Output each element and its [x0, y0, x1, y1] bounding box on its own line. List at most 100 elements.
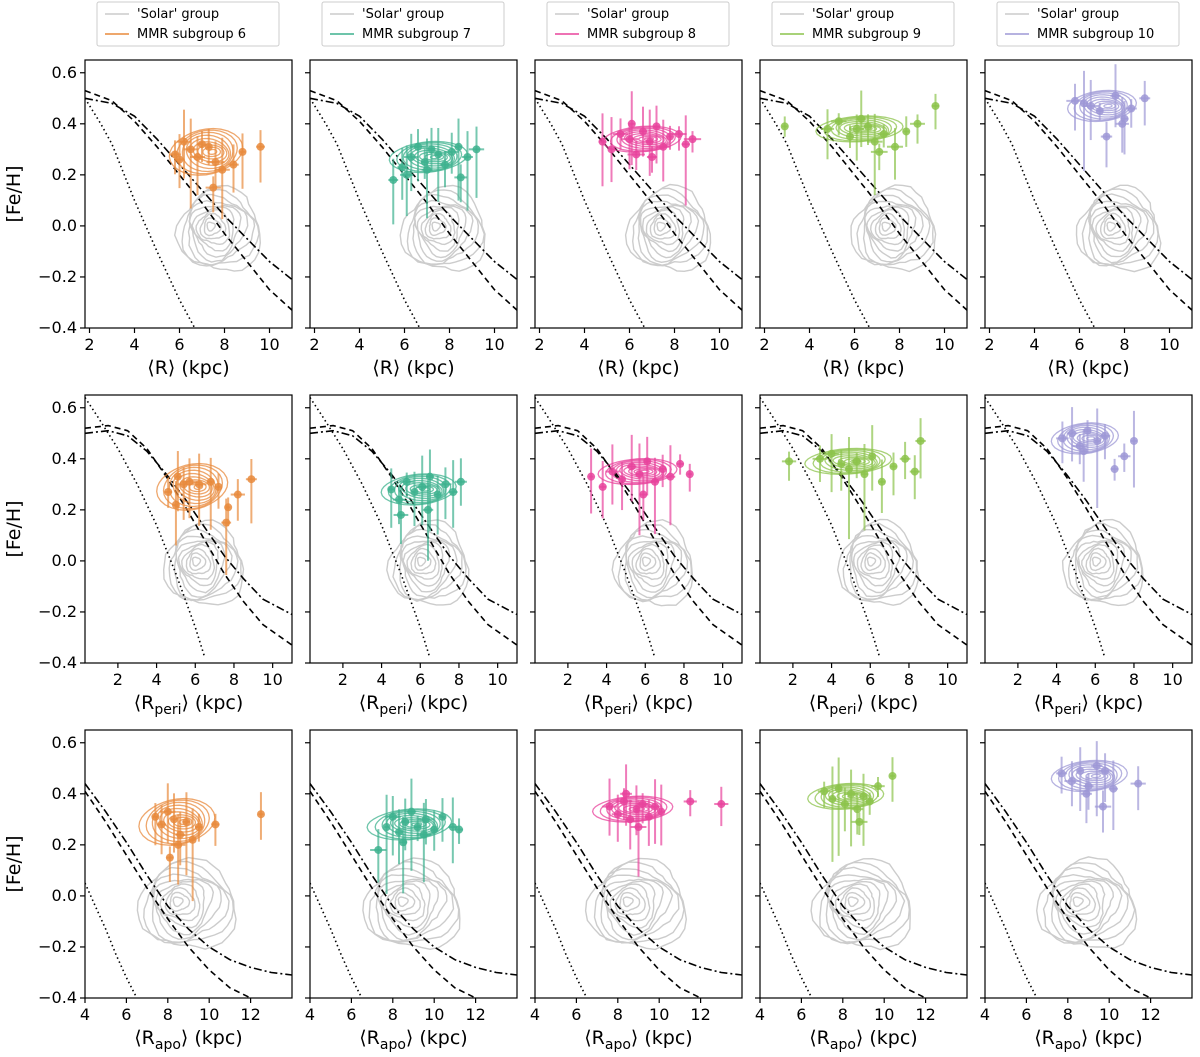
- data-point: [651, 802, 660, 811]
- data-point: [865, 797, 874, 806]
- data-point: [870, 137, 879, 146]
- legend-box-10: 'Solar' group MMR subgroup 10: [996, 1, 1180, 47]
- reference-curve-dash-dot: [760, 429, 967, 616]
- data-point: [1086, 101, 1095, 110]
- reference-curve-dash-dot: [310, 783, 517, 976]
- x-tick-label: 2: [563, 670, 573, 689]
- data-point: [424, 505, 433, 514]
- data-point: [1109, 784, 1118, 793]
- solar-contour: [416, 556, 427, 567]
- data-point: [879, 130, 888, 139]
- data-point: [1057, 769, 1066, 778]
- x-axis-label: ⟨R⟩ (kpc): [597, 357, 679, 379]
- solar-contour: [175, 539, 226, 594]
- data-point: [256, 810, 265, 819]
- x-axis-label: ⟨R⟩ (kpc): [1047, 357, 1129, 379]
- reference-curve-dashed: [535, 424, 742, 646]
- x-tick-label: 2: [759, 335, 769, 354]
- solar-contour: [635, 548, 662, 575]
- solar-contour: [1089, 552, 1107, 572]
- data-point: [185, 477, 194, 486]
- data-point: [844, 465, 853, 474]
- solar-contour: [874, 212, 902, 240]
- data-point: [820, 787, 829, 796]
- solar-contour: [862, 194, 931, 266]
- solar-contour: [1085, 547, 1112, 575]
- x-tick-label: 6: [571, 1005, 581, 1024]
- data-point: [605, 802, 614, 811]
- data-point: [852, 124, 861, 133]
- x-tick-label: 6: [399, 335, 409, 354]
- data-point: [686, 797, 695, 806]
- solar-contour: [593, 861, 685, 944]
- panel-r1-c5: 2 4 6 8 10 ⟨R⟩ (kpc): [980, 59, 1193, 379]
- data-point: [681, 140, 690, 149]
- data-point: [209, 183, 218, 192]
- solar-contour: [397, 896, 409, 908]
- data-point: [1092, 761, 1101, 770]
- legend-frame: [546, 1, 730, 47]
- x-tick-label: 6: [174, 335, 184, 354]
- data-point: [402, 477, 411, 486]
- data-point: [448, 822, 457, 831]
- reference-curve-dashed: [985, 424, 1192, 646]
- data-point: [1101, 766, 1110, 775]
- solar-contour: [1091, 206, 1135, 252]
- subgroup-contour: [827, 788, 871, 805]
- data-point: [864, 122, 872, 131]
- data-point: [860, 470, 869, 479]
- solar-contour: [849, 528, 915, 600]
- x-tick-label: 4: [1029, 335, 1039, 354]
- data-point: [827, 449, 836, 458]
- solar-contour: [842, 522, 918, 601]
- x-tick-label: 6: [849, 335, 859, 354]
- data-point: [171, 500, 180, 509]
- solar-contour: [414, 552, 432, 571]
- data-point: [859, 792, 868, 801]
- y-tick-label: 0.0: [52, 886, 77, 905]
- solar-contour: [173, 528, 239, 602]
- data-point: [666, 472, 675, 481]
- x-tick-label: 8: [613, 1005, 623, 1024]
- data-point: [1098, 802, 1107, 811]
- reference-curve-dotted: [985, 97, 1096, 328]
- reference-curve-dotted: [85, 97, 196, 328]
- solar-contour: [181, 188, 260, 267]
- solar-contour: [1103, 217, 1122, 237]
- data-point: [834, 784, 843, 793]
- data-point: [387, 485, 396, 494]
- solar-contour: [852, 541, 894, 587]
- subgroup-contour: [1050, 422, 1120, 455]
- reference-curve-dash-dot: [985, 429, 1192, 616]
- data-point: [1068, 429, 1077, 438]
- legend-label-solar: 'Solar' group: [137, 7, 219, 22]
- data-point: [456, 477, 465, 486]
- data-point: [840, 800, 849, 809]
- data-point: [607, 145, 616, 154]
- solar-contour: [406, 543, 440, 580]
- reference-curve-dotted: [85, 397, 206, 659]
- x-tick-label: 4: [980, 1005, 990, 1024]
- solar-contour: [614, 887, 646, 916]
- solar-contour: [850, 184, 937, 273]
- solar-contour: [386, 519, 470, 606]
- solar-contour: [611, 518, 694, 607]
- y-tick-label: −0.4: [38, 653, 77, 672]
- solar-contour: [637, 194, 705, 266]
- x-axis-label: ⟨Rperi⟩ (kpc): [584, 692, 694, 718]
- reference-curve-dashed: [535, 89, 742, 311]
- solar-contour: [1077, 541, 1119, 587]
- legend-label-subgroup: MMR subgroup 6: [137, 27, 246, 42]
- reference-curve-dashed: [310, 89, 517, 311]
- reference-curve-dotted: [985, 882, 1038, 998]
- data-point: [1058, 434, 1067, 443]
- solar-contour: [1035, 856, 1138, 949]
- data-point: [382, 822, 391, 831]
- x-axis-label: ⟨Rperi⟩ (kpc): [809, 692, 919, 718]
- data-point: [828, 794, 837, 803]
- data-point: [222, 518, 231, 527]
- panel-r1-c1: 2 4 6 8 10 −0.4 −0.2 0.0 0.2 0.4 0.6 ⟨R⟩ (kpc) [Fe/H…: [3, 59, 293, 379]
- reference-curve-dashed: [760, 89, 967, 311]
- data-point: [652, 122, 661, 131]
- data-point: [419, 830, 428, 839]
